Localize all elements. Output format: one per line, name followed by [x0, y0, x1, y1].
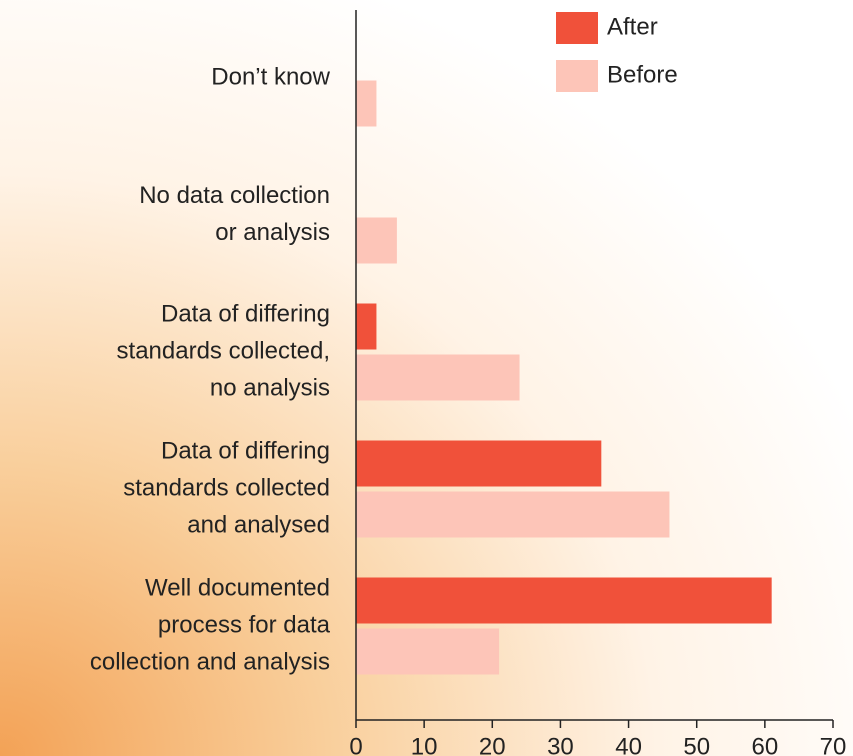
legend-swatch	[556, 12, 598, 44]
x-tick-label: 50	[683, 733, 710, 756]
x-tick-label: 20	[479, 733, 506, 756]
legend-label: Before	[607, 61, 678, 88]
y-tick-label: no analysis	[210, 374, 330, 401]
y-tick-label: collection and analysis	[90, 648, 330, 675]
y-tick-label: Data of differing	[161, 437, 330, 464]
x-tick-label: 70	[820, 733, 847, 756]
y-tick-label: standards collected,	[117, 337, 330, 364]
bar	[356, 628, 500, 675]
y-tick-label: or analysis	[215, 219, 330, 246]
bar	[356, 303, 377, 350]
y-tick-label: process for data	[158, 611, 331, 638]
bar	[356, 80, 377, 127]
bar	[356, 217, 397, 264]
legend-swatch	[556, 60, 598, 92]
bar	[356, 577, 772, 624]
bar	[356, 440, 602, 487]
legend-label: After	[607, 13, 658, 40]
y-tick-label: Well documented	[145, 574, 330, 601]
y-tick-label: Data of differing	[161, 300, 330, 327]
x-tick-label: 10	[411, 733, 438, 756]
bar	[356, 491, 670, 538]
x-tick-label: 40	[615, 733, 642, 756]
y-tick-label: standards collected	[123, 474, 330, 501]
x-tick-label: 0	[349, 733, 362, 756]
y-tick-label: Don’t know	[211, 63, 330, 90]
x-tick-label: 60	[752, 733, 779, 756]
bar	[356, 354, 520, 401]
x-tick-label: 30	[547, 733, 574, 756]
y-tick-label: No data collection	[139, 182, 330, 209]
y-tick-label: and analysed	[187, 511, 330, 538]
